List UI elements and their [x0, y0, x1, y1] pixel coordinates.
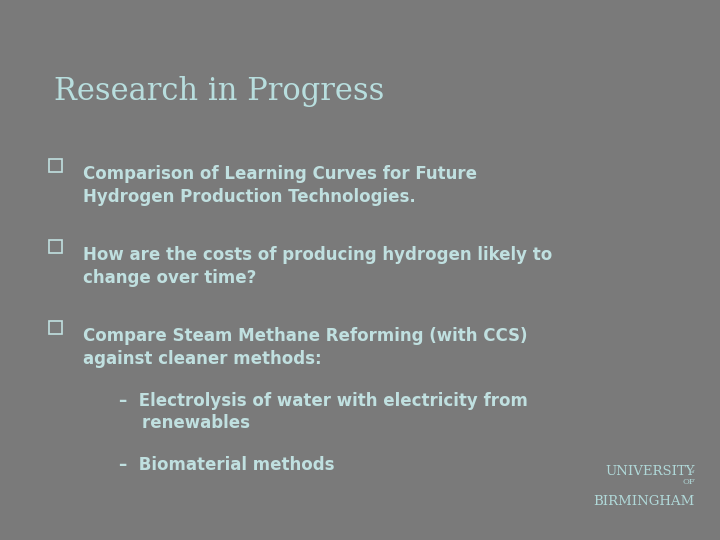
- Text: How are the costs of producing hydrogen likely to
change over time?: How are the costs of producing hydrogen …: [83, 246, 552, 287]
- Text: BIRMINGHAM: BIRMINGHAM: [593, 495, 695, 508]
- Text: OF: OF: [682, 478, 695, 486]
- Text: Comparison of Learning Curves for Future
Hydrogen Production Technologies.: Comparison of Learning Curves for Future…: [83, 165, 477, 206]
- Text: UNIVERSITY: UNIVERSITY: [606, 465, 695, 478]
- Text: ᵒᶠ: ᵒᶠ: [690, 470, 695, 478]
- Text: Research in Progress: Research in Progress: [54, 76, 384, 106]
- Text: Compare Steam Methane Reforming (with CCS)
against cleaner methods:: Compare Steam Methane Reforming (with CC…: [83, 327, 527, 368]
- Text: –  Biomaterial methods: – Biomaterial methods: [119, 456, 334, 474]
- Text: –  Electrolysis of water with electricity from
    renewables: – Electrolysis of water with electricity…: [119, 392, 528, 433]
